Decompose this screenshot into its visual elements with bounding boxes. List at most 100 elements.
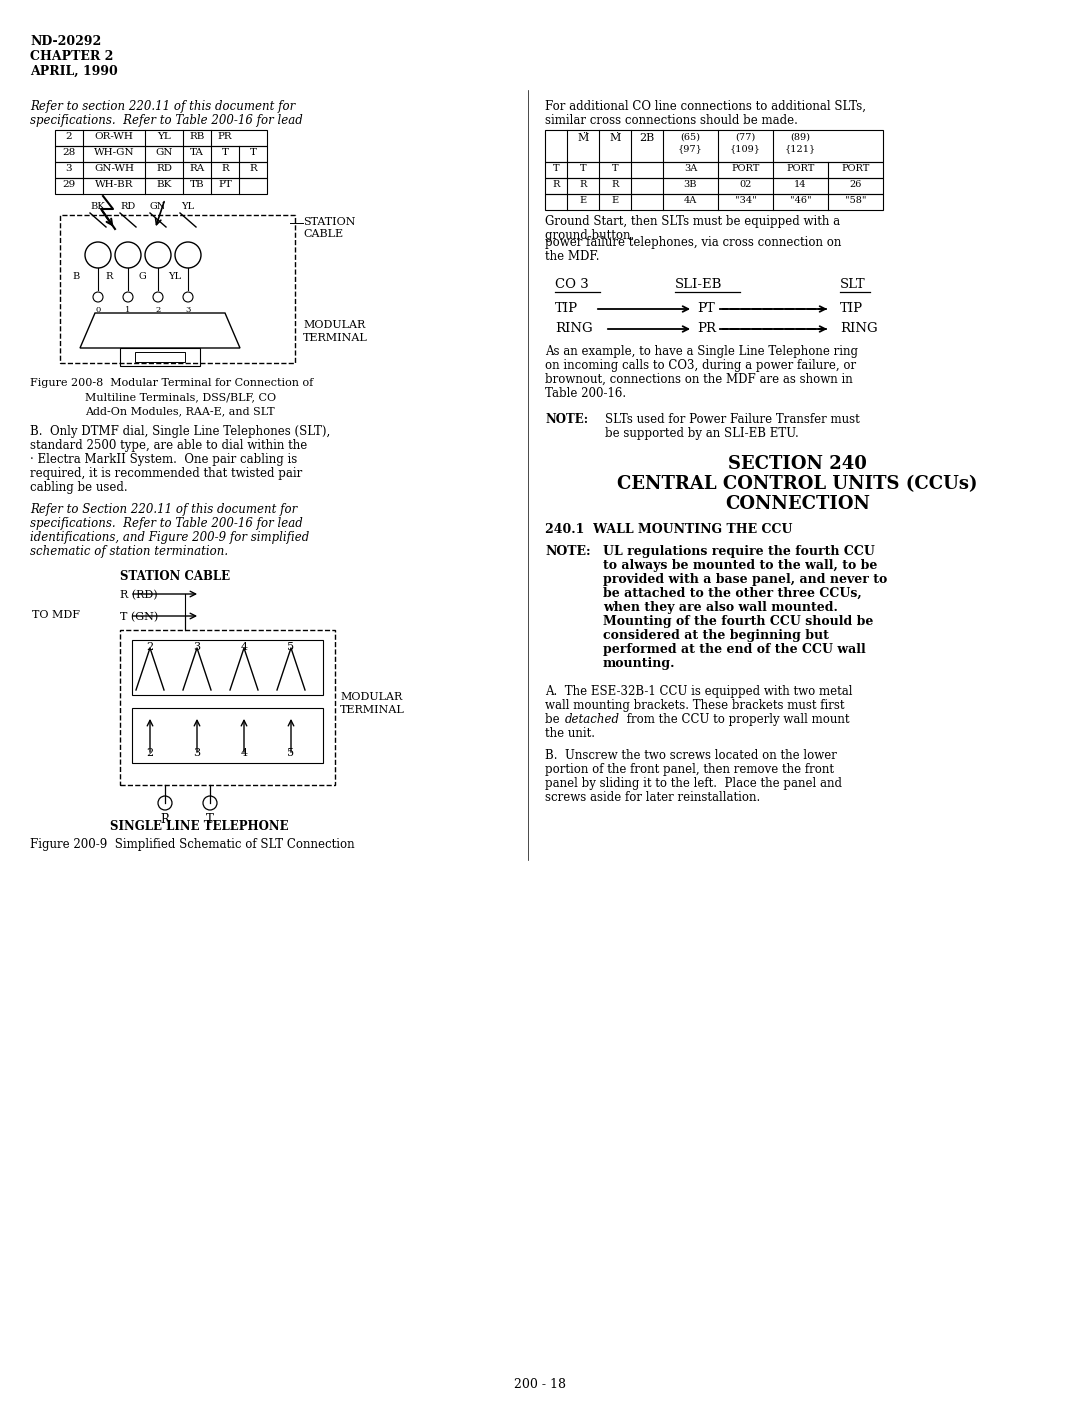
Bar xyxy=(545,194,883,210)
Bar xyxy=(55,161,267,178)
Text: T (GN): T (GN) xyxy=(120,612,159,623)
Text: screws aside for later reinstallation.: screws aside for later reinstallation. xyxy=(545,791,760,804)
Text: standard 2500 type, are able to dial within the: standard 2500 type, are able to dial wit… xyxy=(30,439,307,452)
Text: RING: RING xyxy=(555,323,593,335)
Text: when they are also wall mounted.: when they are also wall mounted. xyxy=(603,600,838,615)
Text: CONNECTION: CONNECTION xyxy=(725,495,870,513)
Text: SLTs used for Power Failure Transfer must: SLTs used for Power Failure Transfer mus… xyxy=(605,412,860,427)
Text: be: be xyxy=(545,713,564,725)
Text: R: R xyxy=(579,180,586,189)
Text: TIP: TIP xyxy=(555,302,578,316)
Text: 200 - 18: 200 - 18 xyxy=(514,1378,566,1390)
Text: 3: 3 xyxy=(193,748,201,758)
Text: For additional CO line connections to additional SLTs,: For additional CO line connections to ad… xyxy=(545,100,866,114)
Text: RA: RA xyxy=(189,164,204,173)
Text: Refer to section 220.11 of this document for: Refer to section 220.11 of this document… xyxy=(30,100,295,114)
Text: brownout, connections on the MDF are as shown in: brownout, connections on the MDF are as … xyxy=(545,373,853,386)
Text: E: E xyxy=(611,196,619,205)
Text: 0: 0 xyxy=(95,306,100,314)
Text: "34": "34" xyxy=(734,196,756,205)
Text: schematic of station termination.: schematic of station termination. xyxy=(30,544,228,558)
Text: GN: GN xyxy=(156,147,173,157)
Text: T: T xyxy=(206,812,214,826)
Text: 29: 29 xyxy=(63,180,76,189)
Text: Table 200-16.: Table 200-16. xyxy=(545,387,626,400)
Text: Figure 200-8  Modular Terminal for Connection of: Figure 200-8 Modular Terminal for Connec… xyxy=(30,377,313,389)
Bar xyxy=(55,146,267,161)
Text: SECTION 240: SECTION 240 xyxy=(728,455,867,473)
Text: GN: GN xyxy=(150,202,166,210)
Text: RD: RD xyxy=(156,164,172,173)
Text: identifications, and Figure 200-9 for simplified: identifications, and Figure 200-9 for si… xyxy=(30,530,309,544)
Text: WH-BR: WH-BR xyxy=(95,180,133,189)
Text: SINGLE LINE TELEPHONE: SINGLE LINE TELEPHONE xyxy=(110,819,288,833)
Text: panel by sliding it to the left.  Place the panel and: panel by sliding it to the left. Place t… xyxy=(545,777,842,790)
Text: specifications.  Refer to Table 200-16 for lead: specifications. Refer to Table 200-16 fo… xyxy=(30,114,302,128)
Bar xyxy=(120,630,335,786)
Text: R (RD): R (RD) xyxy=(120,591,158,600)
Text: to always be mounted to the wall, to be: to always be mounted to the wall, to be xyxy=(603,558,877,572)
Text: {97}: {97} xyxy=(678,145,703,153)
Text: PORT: PORT xyxy=(786,164,814,173)
Text: T: T xyxy=(611,164,619,173)
Bar xyxy=(55,178,267,194)
Text: 3B: 3B xyxy=(684,180,698,189)
Text: 3A: 3A xyxy=(684,164,697,173)
Text: CABLE: CABLE xyxy=(303,229,343,239)
Text: 2: 2 xyxy=(147,643,153,652)
Text: considered at the beginning but: considered at the beginning but xyxy=(603,629,828,643)
Text: RING: RING xyxy=(840,323,878,335)
Text: the MDF.: the MDF. xyxy=(545,250,599,262)
Text: R: R xyxy=(161,812,170,826)
Text: A.  The ESE-32B-1 CCU is equipped with two metal: A. The ESE-32B-1 CCU is equipped with tw… xyxy=(545,685,852,699)
Text: TIP: TIP xyxy=(840,302,863,316)
Text: Ground Start, then SLTs must be equipped with a: Ground Start, then SLTs must be equipped… xyxy=(545,215,840,229)
Text: 4: 4 xyxy=(241,643,247,652)
Text: cabling be used.: cabling be used. xyxy=(30,481,127,494)
Text: BK: BK xyxy=(157,180,172,189)
Text: 4: 4 xyxy=(241,748,247,758)
Text: UL regulations require the fourth CCU: UL regulations require the fourth CCU xyxy=(603,544,875,558)
Text: 2: 2 xyxy=(147,748,153,758)
Text: T: T xyxy=(249,147,257,157)
Bar xyxy=(60,215,295,363)
Bar xyxy=(135,352,185,362)
Bar xyxy=(545,130,883,161)
Text: Figure 200-9  Simplified Schematic of SLT Connection: Figure 200-9 Simplified Schematic of SLT… xyxy=(30,838,354,852)
Text: Mounting of the fourth CCU should be: Mounting of the fourth CCU should be xyxy=(603,615,874,629)
Text: TA: TA xyxy=(190,147,204,157)
Text: 4A: 4A xyxy=(684,196,697,205)
Text: As an example, to have a Single Line Telephone ring: As an example, to have a Single Line Tel… xyxy=(545,345,858,358)
Bar xyxy=(55,130,267,146)
Text: G: G xyxy=(138,272,146,281)
Text: STATION: STATION xyxy=(303,217,355,227)
Text: power failure telephones, via cross connection on: power failure telephones, via cross conn… xyxy=(545,236,841,248)
Text: E: E xyxy=(580,196,586,205)
Text: mounting.: mounting. xyxy=(603,657,675,671)
Text: RD: RD xyxy=(120,202,136,210)
Text: TERMINAL: TERMINAL xyxy=(340,704,405,716)
Text: specifications.  Refer to Table 200-16 for lead: specifications. Refer to Table 200-16 fo… xyxy=(30,516,302,530)
Bar xyxy=(545,161,883,178)
Text: B.  Only DTMF dial, Single Line Telephones (SLT),: B. Only DTMF dial, Single Line Telephone… xyxy=(30,425,330,438)
Text: 2: 2 xyxy=(66,132,72,140)
Text: 240.1  WALL MOUNTING THE CCU: 240.1 WALL MOUNTING THE CCU xyxy=(545,523,793,536)
Text: PT: PT xyxy=(218,180,232,189)
Text: 5: 5 xyxy=(287,748,295,758)
Text: on incoming calls to CO3, during a power failure, or: on incoming calls to CO3, during a power… xyxy=(545,359,856,372)
Text: OR-WH: OR-WH xyxy=(95,132,134,140)
Text: be supported by an SLI-EB ETU.: be supported by an SLI-EB ETU. xyxy=(605,427,799,441)
Text: YL: YL xyxy=(181,202,194,210)
Text: portion of the front panel, then remove the front: portion of the front panel, then remove … xyxy=(545,763,834,776)
Text: SLT: SLT xyxy=(840,278,866,290)
Text: 02: 02 xyxy=(740,180,752,189)
Text: Multiline Terminals, DSS/BLF, CO: Multiline Terminals, DSS/BLF, CO xyxy=(85,391,276,403)
Text: T: T xyxy=(580,164,586,173)
Text: 26: 26 xyxy=(849,180,862,189)
Text: PR: PR xyxy=(697,323,716,335)
Text: BK: BK xyxy=(91,202,106,210)
Text: R: R xyxy=(221,164,229,173)
Text: RB: RB xyxy=(189,132,205,140)
Text: WH-GN: WH-GN xyxy=(94,147,134,157)
Text: Ṁ: Ṁ xyxy=(609,133,621,143)
